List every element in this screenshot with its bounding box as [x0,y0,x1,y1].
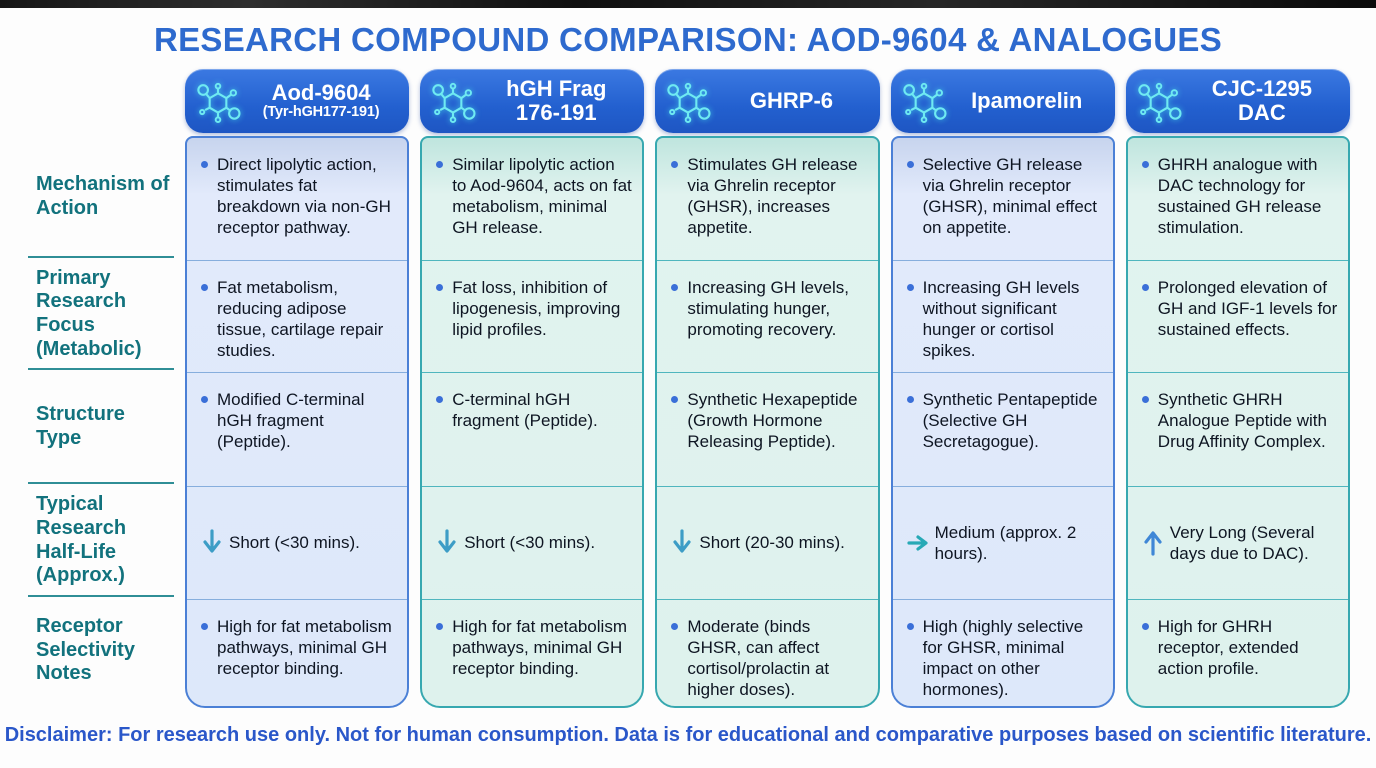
bullet-icon [671,284,679,291]
bullet-icon [436,284,444,291]
bullet-icon [1141,396,1149,403]
compound-column-cjc-1295: CJC-1295 DAC GHRH analogue with DAC tech… [1125,69,1350,708]
cell-focus: Increasing GH levels without significant… [892,260,1113,372]
row-label-column: Mechanism of Action Primary Research Foc… [0,69,174,708]
compound-header: hGH Frag 176-191 [420,69,645,133]
compound-header: Ipamorelin [890,69,1115,133]
cell-receptor: High (highly selective for GHSR, minimal… [892,599,1113,706]
bullet-icon [906,623,914,630]
cell-half-life: Very Long (Several days due to DAC). [1127,486,1348,599]
cell-structure: C-terminal hGH fragment (Peptide). [422,372,643,486]
bullet-icon [436,161,444,168]
bullet-icon [671,161,679,168]
molecule-icon [432,82,476,124]
compound-column-ghrp-6: GHRP-6 Stimulates GH release via Ghrelin… [655,69,880,708]
cell-half-life: Short (<30 mins). [422,486,643,599]
compound-title: hGH Frag 176-191 [506,76,607,125]
label-spacer [0,69,174,136]
compound-card: Selective GH release via Ghrelin recepto… [890,136,1115,708]
row-label-focus: Primary Research Focus (Metabolic) [0,258,174,370]
compound-title: Ipamorelin [971,88,1083,114]
bullet-icon [1141,284,1149,291]
cell-structure: Modified C-terminal hGH fragment (Peptid… [187,372,408,486]
bullet-icon [671,623,679,630]
bullet-icon [1141,623,1149,630]
bullet-icon [436,623,444,630]
cell-half-life: Short (20-30 mins). [657,486,878,599]
cell-receptor: High for fat metabolism pathways, minima… [187,599,408,706]
molecule-icon [667,82,711,124]
bullet-icon [201,396,208,403]
cell-structure: Synthetic GHRH Analogue Peptide with Dru… [1127,372,1348,486]
compound-header: Aod-9604 (Tyr-hGH177-191) [185,69,410,133]
bullet-icon [201,161,208,168]
row-label-receptor: Receptor Selectivity Notes [36,615,135,685]
cell-mechanism: GHRH analogue with DAC technology for su… [1128,138,1348,260]
trend-right-icon [906,535,928,551]
compound-card: Direct lipolytic action, stimulates fat … [185,136,410,708]
compound-card: Stimulates GH release via Ghrelin recept… [655,136,880,708]
cell-receptor: High for GHRH receptor, extended action … [1127,599,1348,706]
cell-half-life: Short (<30 mins). [187,486,408,599]
compound-title: GHRP-6 [749,88,834,114]
cell-receptor: Moderate (binds GHSR, can affect cortiso… [657,599,878,706]
molecule-icon [902,82,947,124]
row-label-mechanism: Mechanism of Action [0,136,174,258]
trend-down-icon [203,529,221,553]
bullet-icon [201,284,208,291]
trend-down-icon [438,529,456,553]
row-label-half-life: Typical Research Half-Life (Approx.) [0,484,174,597]
cell-focus: Increasing GH levels, stimulating hunger… [657,260,878,372]
bullet-icon [436,396,444,403]
bullet-icon [671,396,679,403]
disclaimer-text: Disclaimer: For research use only. Not f… [4,724,1372,746]
cell-mechanism: Direct lipolytic action, stimulates fat … [187,138,407,260]
comparison-table: Mechanism of Action Primary Research Foc… [0,69,1350,708]
compound-header: CJC-1295 DAC [1125,69,1350,133]
cell-structure: Synthetic Hexapeptide (Growth Hormone Re… [657,372,878,486]
cell-focus: Fat loss, inhibition of lipogenesis, imp… [422,260,643,372]
bullet-icon [906,396,914,403]
bullet-icon [906,161,914,168]
bullet-icon [1141,161,1149,168]
top-edge-strip [0,0,1376,8]
cell-receptor: High for fat metabolism pathways, minima… [422,599,643,706]
compound-column-aod-9604: Aod-9604 (Tyr-hGH177-191) Direct lipolyt… [185,69,410,708]
bullet-icon [906,284,914,291]
cell-focus: Prolonged elevation of GH and IGF-1 leve… [1127,260,1348,372]
cell-mechanism: Selective GH release via Ghrelin recepto… [893,138,1113,260]
row-label-structure: Structure Type [0,370,174,484]
trend-up-icon [1144,531,1162,556]
cell-mechanism: Similar lipolytic action to Aod-9604, ac… [422,138,642,260]
compound-column-ipamorelin: Ipamorelin Selective GH release via Ghre… [890,69,1115,708]
cell-half-life: Medium (approx. 2 hours). [892,486,1113,599]
compound-header: GHRP-6 [655,69,880,133]
cell-mechanism: Stimulates GH release via Ghrelin recept… [657,138,877,260]
cell-structure: Synthetic Pentapeptide (Selective GH Sec… [892,372,1113,486]
trend-down-icon [673,529,691,553]
compound-title: CJC-1295 DAC [1211,76,1313,125]
molecule-icon [197,82,241,124]
page-title: RESEARCH COMPOUND COMPARISON: AOD-9604 &… [153,21,1223,58]
compound-column-hgh-frag: hGH Frag 176-191 Similar lipolytic actio… [420,69,645,708]
bullet-icon [201,623,208,630]
compound-title: Aod-9604 (Tyr-hGH177-191) [262,80,380,121]
cell-focus: Fat metabolism, reducing adipose tissue,… [187,260,408,372]
molecule-icon [1138,82,1182,124]
compound-card: Similar lipolytic action to Aod-9604, ac… [420,136,645,708]
compound-card: GHRH analogue with DAC technology for su… [1125,136,1350,708]
